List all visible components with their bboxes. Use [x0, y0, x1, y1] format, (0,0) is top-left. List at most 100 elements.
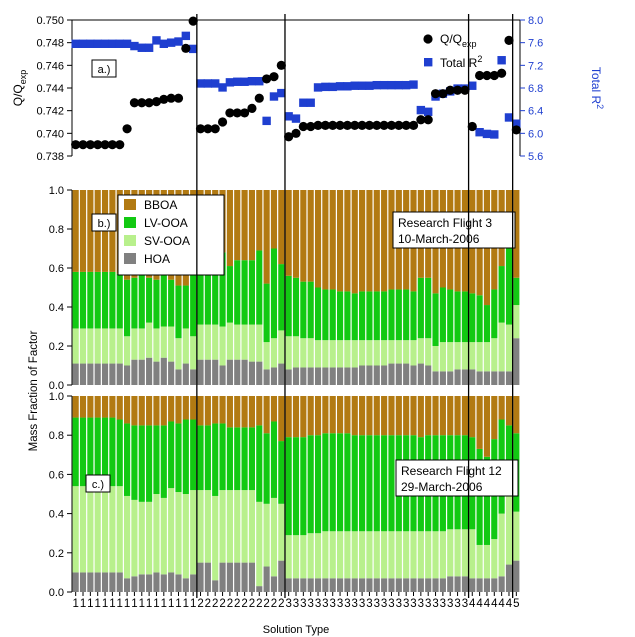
- bar-lv-ooa: [439, 287, 446, 343]
- bar-lv-ooa: [204, 258, 211, 325]
- q-point: [78, 140, 88, 150]
- bar-hoa: [366, 578, 373, 592]
- bar-lv-ooa: [336, 291, 344, 341]
- bar-hoa: [336, 367, 344, 385]
- bar-lv-ooa: [336, 433, 344, 532]
- bar-sv-ooa: [476, 544, 483, 579]
- bar-lv-ooa: [138, 425, 145, 502]
- bar-lv-ooa: [351, 293, 358, 341]
- q-point: [423, 115, 433, 125]
- bar-hoa: [153, 572, 160, 592]
- bar-hoa: [87, 572, 94, 592]
- bar-sv-ooa: [314, 340, 322, 368]
- q-point: [401, 120, 411, 130]
- bar-hoa: [336, 578, 344, 592]
- r2-point: [115, 39, 124, 48]
- legend-q-label-main: Q/Q: [440, 32, 462, 46]
- bar-sv-ooa: [101, 486, 109, 573]
- q-point: [247, 103, 257, 113]
- bar-lv-ooa: [256, 250, 263, 325]
- panel-c-bars: [72, 396, 520, 592]
- bar-lv-ooa: [476, 448, 483, 545]
- bar-lv-ooa: [513, 277, 520, 306]
- bar-hoa: [314, 367, 322, 385]
- bar-hoa: [197, 562, 204, 592]
- legend-swatch-bboa: [124, 199, 136, 210]
- r2-point: [512, 119, 521, 128]
- bar-hoa: [285, 578, 292, 592]
- r2-point: [181, 31, 191, 41]
- bar-bboa: [366, 190, 373, 292]
- bar-hoa: [160, 574, 167, 592]
- bar-sv-ooa: [146, 501, 153, 575]
- x-tick-label: 3: [440, 598, 446, 610]
- r2-point: [211, 79, 220, 88]
- bar-sv-ooa: [190, 336, 197, 370]
- bar-lv-ooa: [197, 258, 204, 325]
- bar-lv-ooa: [168, 279, 175, 327]
- legend-q-marker: [423, 34, 433, 44]
- bar-lv-ooa: [314, 287, 322, 341]
- bar-bboa: [168, 396, 175, 422]
- q-point: [151, 97, 162, 107]
- x-tick-label: 3: [293, 598, 299, 610]
- bar-sv-ooa: [351, 340, 358, 368]
- bar-hoa: [461, 576, 468, 592]
- bar-bboa: [109, 396, 116, 418]
- bar-sv-ooa: [329, 340, 336, 368]
- bar-bboa: [234, 190, 241, 261]
- r2-point: [225, 78, 235, 87]
- bar-bboa: [79, 396, 87, 418]
- x-tick-label: 3: [418, 598, 424, 610]
- bar-hoa: [483, 578, 491, 592]
- bar-sv-ooa: [116, 486, 123, 573]
- bar-lv-ooa: [116, 273, 123, 329]
- r2-point: [394, 80, 404, 90]
- q-point: [408, 120, 419, 130]
- bar-hoa: [248, 361, 256, 385]
- panel-a-left-tick-label: 0.750: [36, 15, 64, 27]
- bar-lv-ooa: [219, 252, 226, 327]
- bar-sv-ooa: [256, 324, 263, 362]
- q-point: [276, 60, 286, 70]
- bar-hoa: [498, 576, 505, 592]
- bar-sv-ooa: [439, 531, 446, 579]
- bar-bboa: [241, 190, 248, 261]
- bar-bboa: [351, 396, 358, 436]
- bar-bboa: [219, 396, 226, 424]
- r2-point: [409, 80, 418, 89]
- x-tick-label: 4: [484, 598, 491, 610]
- bar-sv-ooa: [300, 338, 307, 368]
- bar-sv-ooa: [395, 340, 402, 364]
- bar-bboa: [513, 396, 520, 434]
- panel-a-right-tick-label: 7.6: [528, 38, 543, 50]
- bar-sv-ooa: [160, 326, 167, 358]
- bar-hoa: [351, 578, 358, 592]
- bar-hoa: [138, 574, 145, 592]
- bar-lv-ooa: [292, 437, 300, 536]
- x-tick-label: 2: [263, 598, 269, 610]
- bar-bboa: [366, 396, 373, 436]
- x-tick-label: 3: [307, 598, 313, 610]
- q-point: [173, 93, 184, 103]
- x-tick-label: 1: [183, 598, 189, 610]
- panel-y-tick-label: 0.6: [49, 263, 64, 275]
- bar-lv-ooa: [447, 289, 454, 343]
- bar-lv-ooa: [168, 421, 175, 489]
- bar-hoa: [168, 361, 175, 385]
- bar-bboa: [447, 396, 454, 436]
- bar-sv-ooa: [292, 336, 300, 368]
- x-tick-label: 3: [366, 598, 372, 610]
- bar-hoa: [344, 578, 351, 592]
- bar-bboa: [454, 396, 461, 436]
- panel-c-annotation-line2: 29-March-2006: [401, 480, 483, 494]
- legend-swatch-hoa: [124, 253, 136, 264]
- r2-point: [78, 39, 88, 48]
- panel-a-left-tick-label: 0.744: [36, 83, 64, 95]
- bar-bboa: [292, 190, 300, 278]
- q-point: [350, 120, 360, 130]
- bar-bboa: [314, 396, 322, 436]
- r2-point: [262, 116, 271, 126]
- bar-hoa: [94, 363, 101, 385]
